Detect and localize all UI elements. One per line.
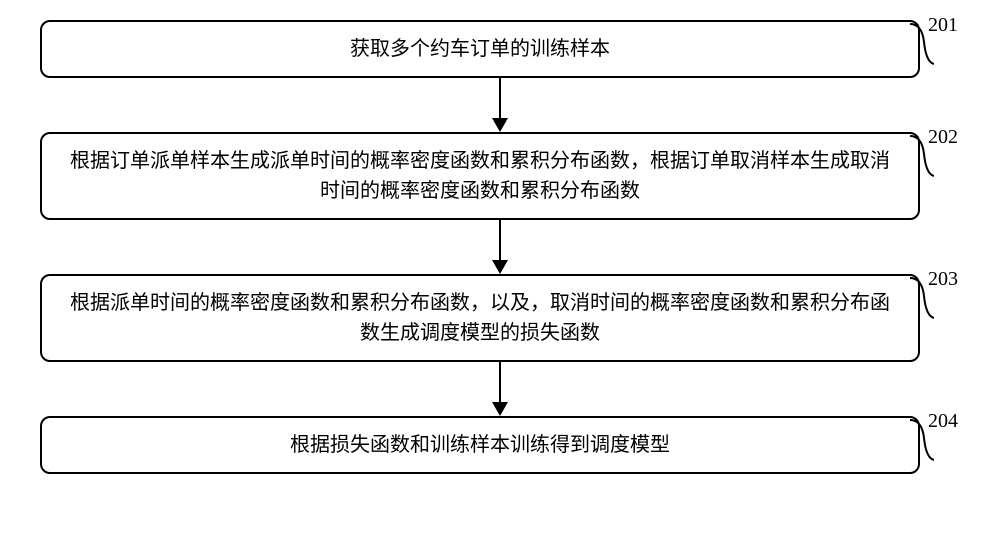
flowchart-container: 获取多个约车订单的训练样本 201 根据订单派单样本生成派单时间的概率密度函数和… xyxy=(40,20,960,474)
curve-connector-icon xyxy=(908,22,934,66)
step-4-container: 根据损失函数和训练样本训练得到调度模型 204 xyxy=(40,416,960,474)
curve-connector-icon xyxy=(908,418,934,462)
arrow-head-icon xyxy=(492,402,508,416)
step-1-text: 获取多个约车订单的训练样本 xyxy=(350,34,610,64)
step-2-box: 根据订单派单样本生成派单时间的概率密度函数和累积分布函数，根据订单取消样本生成取… xyxy=(40,132,920,220)
arrow-3-4 xyxy=(492,362,508,416)
step-3-box: 根据派单时间的概率密度函数和累积分布函数，以及，取消时间的概率密度函数和累积分布… xyxy=(40,274,920,362)
curve-connector-icon xyxy=(908,134,934,178)
step-4-text: 根据损失函数和训练样本训练得到调度模型 xyxy=(290,430,670,460)
step-1-box: 获取多个约车订单的训练样本 xyxy=(40,20,920,78)
step-4-box: 根据损失函数和训练样本训练得到调度模型 xyxy=(40,416,920,474)
arrow-head-icon xyxy=(492,260,508,274)
step-1-label-wrap: 201 xyxy=(928,14,958,37)
step-3-text: 根据派单时间的概率密度函数和累积分布函数，以及，取消时间的概率密度函数和累积分布… xyxy=(62,288,898,348)
arrow-head-icon xyxy=(492,118,508,132)
step-2-text: 根据订单派单样本生成派单时间的概率密度函数和累积分布函数，根据订单取消样本生成取… xyxy=(62,146,898,206)
step-2-container: 根据订单派单样本生成派单时间的概率密度函数和累积分布函数，根据订单取消样本生成取… xyxy=(40,132,960,220)
step-3-container: 根据派单时间的概率密度函数和累积分布函数，以及，取消时间的概率密度函数和累积分布… xyxy=(40,274,960,362)
step-4-label-wrap: 204 xyxy=(928,410,958,433)
arrow-line xyxy=(499,362,501,402)
step-1-container: 获取多个约车订单的训练样本 201 xyxy=(40,20,960,78)
arrow-line xyxy=(499,220,501,260)
step-2-label-wrap: 202 xyxy=(928,126,958,149)
arrow-1-2 xyxy=(492,78,508,132)
arrow-line xyxy=(499,78,501,118)
curve-connector-icon xyxy=(908,276,934,320)
step-3-label-wrap: 203 xyxy=(928,268,958,291)
arrow-2-3 xyxy=(492,220,508,274)
